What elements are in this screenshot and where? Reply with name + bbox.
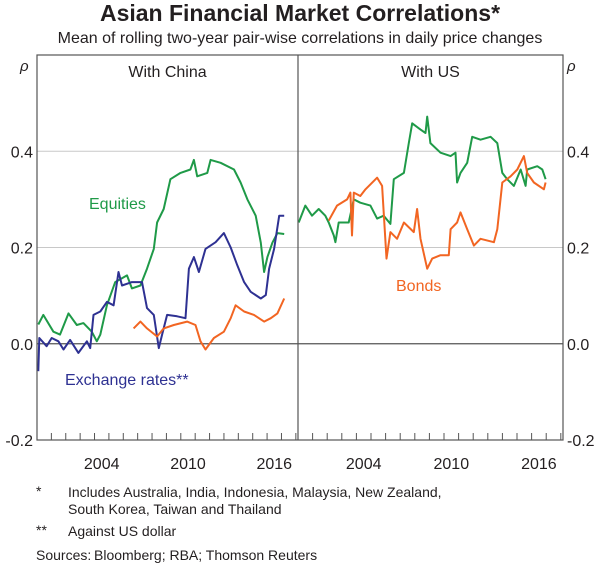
series-line-exchange-rates [37,214,285,372]
footnote-1-cont: South Korea, Taiwan and Thailand [68,501,282,517]
panel-title-china: With China [128,64,207,81]
y-tick-label: -0.2 [5,433,33,450]
x-tick-label: 2010 [434,456,470,473]
series-line-bonds [327,155,547,270]
y-unit-left: ρ [20,58,29,75]
y-tick-label: 0.0 [567,337,589,354]
footnote-mark-1: * [36,483,42,499]
label-equities: Equities [89,196,146,213]
series-line-equities [37,158,285,343]
series-line-equities [297,115,547,244]
y-tick-label: 0.2 [11,241,33,258]
plot-frame [36,54,564,441]
y-tick-label: 0.4 [567,144,589,161]
footnote-mark-2: ** [36,522,47,538]
y-tick-label: 0.4 [11,144,33,161]
x-tick-label: 2016 [256,456,292,473]
label-bonds: Bonds [396,278,442,295]
y-unit-right: ρ [567,58,576,75]
label-exchange-rates: Exchange rates** [65,372,189,389]
x-tick-label: 2010 [170,456,206,473]
footnote-1: Includes Australia, India, Indonesia, Ma… [68,484,442,500]
x-tick-label: 2004 [84,456,120,473]
series-line-bonds [132,298,286,351]
x-tick-label: 2004 [346,456,382,473]
y-tick-label: 0.2 [567,241,589,258]
y-tick-label: -0.2 [567,433,595,450]
sources-label: Sources: [36,547,92,563]
y-tick-label: 0.0 [11,337,33,354]
chart-title: Asian Financial Market Correlations* [99,0,501,26]
panel-title-us: With US [401,64,460,81]
x-tick-label: 2016 [521,456,557,473]
sources-text: Bloomberg; RBA; Thomson Reuters [94,547,318,563]
footnote-2: Against US dollar [68,523,177,539]
chart-subtitle: Mean of rolling two-year pair-wise corre… [57,30,543,47]
